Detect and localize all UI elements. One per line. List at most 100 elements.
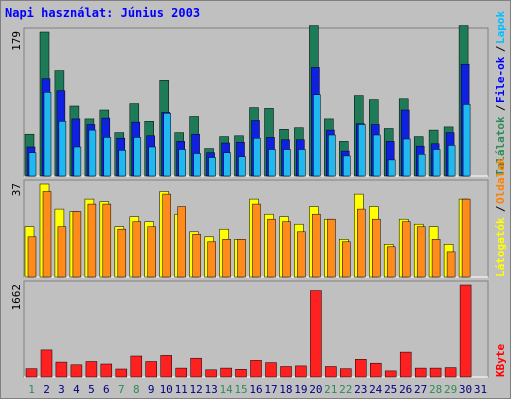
bar-kbytes-kbyte-30 [459,284,472,378]
legend-hits-1: File-ok [494,56,507,103]
panel-max-label: 179 [10,31,23,51]
legend-visits-0: Látogatók [494,217,507,277]
bar-hits-lapok-27 [417,154,426,177]
legend-hits-0: Találatok [494,116,507,176]
x-tick-label: 13 [204,383,217,396]
x-tick-label: 19 [294,383,307,396]
chart-panels: 179 37 1662 [10,25,489,378]
bar-hits-lapok-9 [148,146,156,177]
x-tick-label: 14 [219,383,233,396]
legend-separator: / [494,45,507,52]
bar-visits-oldalak-28 [431,239,441,278]
bar-kbytes-kbyte-12 [190,357,202,378]
bar-visits-oldalak-14 [222,239,231,278]
x-tick-label: 11 [175,383,188,396]
panel-max-label: 37 [10,183,23,196]
x-tick-label: 24 [369,383,383,396]
legend-visits-1: Oldalak [494,157,507,204]
bar-hits-lapok-14 [223,152,231,177]
bar-visits-oldalak-8 [132,221,142,278]
x-tick-label: 31 [474,383,487,396]
bar-hits-lapok-13 [208,157,216,177]
x-tick-label: 22 [339,383,352,396]
bar-hits-lapok-2 [43,92,52,177]
bar-hits-lapok-17 [268,149,276,177]
bar-kbytes-kbyte-23 [355,359,367,378]
x-tick-label: 10 [160,383,173,396]
bar-kbytes-kbyte-19 [295,365,307,378]
x-tick-label: 12 [189,383,202,396]
bar-hits-lapok-30 [462,104,471,177]
bar-kbytes-kbyte-3 [55,361,68,378]
x-tick-label: 15 [234,383,247,396]
bar-kbytes-kbyte-13 [205,369,217,378]
bar-visits-oldalak-6 [102,203,112,278]
bar-hits-lapok-24 [373,134,381,177]
bar-kbytes-kbyte-8 [130,355,143,378]
x-tick-label: 26 [399,383,412,396]
bar-visits-oldalak-3 [57,226,67,278]
bar-visits-oldalak-12 [192,234,201,278]
bar-kbytes-kbyte-15 [235,369,247,378]
panel-visits: 37 [10,179,489,278]
x-tick-label: 28 [429,383,442,396]
panel-max-label: 1662 [10,284,23,311]
x-tick-label: 30 [459,383,472,396]
bar-visits-oldalak-24 [372,218,381,278]
bar-visits-oldalak-23 [357,208,366,278]
bar-hits-lapok-3 [58,121,67,177]
chart-title: Napi használat: Június 2003 [5,6,200,20]
x-tick-label: 18 [279,383,292,396]
bar-kbytes-kbyte-10 [160,355,172,378]
bar-hits-lapok-5 [88,129,97,177]
x-tick-label: 3 [58,383,65,396]
bar-visits-oldalak-18 [282,221,291,278]
x-tick-label: 9 [148,383,155,396]
bar-kbytes-kbyte-17 [265,362,277,378]
bar-visits-oldalak-13 [207,241,216,278]
bar-hits-lapok-18 [283,149,291,177]
bar-kbytes-kbyte-7 [115,368,128,378]
x-tick-label: 5 [88,383,95,396]
bar-kbytes-kbyte-22 [340,368,352,378]
bar-kbytes-kbyte-6 [100,363,113,378]
chart-legends: Találatok/File-ok/LapokLátogatók/Oldalak… [494,11,507,377]
bar-hits-lapok-26 [402,138,411,177]
bar-visits-oldalak-20 [312,213,321,278]
x-tick-label: 25 [384,383,397,396]
x-tick-label: 8 [133,383,140,396]
bar-hits-lapok-21 [328,134,336,177]
legend-separator: / [494,205,507,212]
bar-kbytes-kbyte-1 [25,368,38,378]
bar-kbytes-kbyte-20 [310,290,322,378]
bar-hits-lapok-11 [178,149,186,177]
x-tick-label: 27 [414,383,427,396]
bar-hits-lapok-15 [238,156,246,177]
bar-visits-oldalak-5 [87,203,97,278]
bar-kbytes-kbyte-29 [444,367,457,378]
legend-kbytes-0: KByte [494,344,507,377]
bar-visits-oldalak-16 [252,203,261,278]
x-tick-label: 23 [354,383,367,396]
panel-hits: 179 [10,25,489,177]
bar-visits-oldalak-4 [72,211,82,278]
bar-hits-lapok-20 [313,94,321,177]
bar-hits-lapok-22 [343,155,351,177]
bar-hits-lapok-16 [253,137,261,177]
bar-kbytes-kbyte-18 [280,366,292,378]
bar-hits-lapok-1 [28,152,37,177]
bar-hits-lapok-6 [103,137,112,177]
x-axis-day-labels: 1 2 3 4 5 6 7 8 9 10 11 12 13 14 15 16 17 18 19 20 21 22 23 24 2… [28,383,487,396]
bar-visits-oldalak-30 [461,198,471,278]
bar-visits-oldalak-15 [237,239,246,278]
bar-kbytes-kbyte-9 [145,361,157,378]
bar-kbytes-kbyte-28 [429,367,442,378]
bar-kbytes-kbyte-16 [250,360,262,378]
bar-visits-oldalak-1 [27,236,37,278]
x-tick-label: 4 [73,383,80,396]
bar-visits-oldalak-10 [162,193,171,278]
x-tick-label: 7 [118,383,125,396]
bar-kbytes-kbyte-21 [325,366,337,378]
x-tick-label: 17 [264,383,277,396]
